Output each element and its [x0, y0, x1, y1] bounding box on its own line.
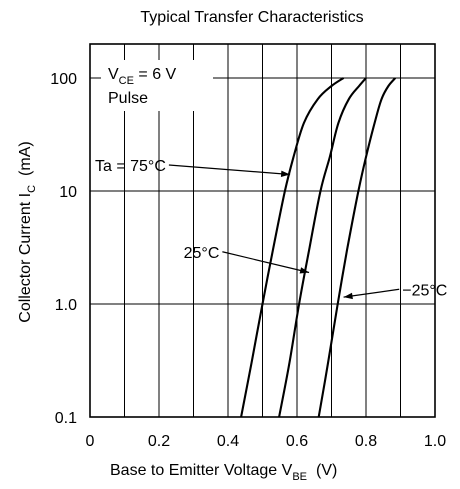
curve-group [240, 77, 397, 418]
annotation-label-1: 25°C [184, 245, 220, 262]
x-tick-label-0: 0 [86, 433, 95, 450]
vce-condition: VCE = 6 V [108, 66, 177, 87]
y-tick-label-1: 1.0 [55, 297, 77, 314]
curve-series-1 [278, 77, 367, 418]
condition-label: VCE = 6 V Pulse [101, 60, 213, 111]
x-axis-label: Base to Emitter Voltage VBE (V) [110, 462, 337, 483]
chart-title: Typical Transfer Characteristics [140, 9, 363, 26]
x-tick-label-5: 1.0 [424, 433, 446, 450]
annotation-arrowhead-2 [343, 292, 353, 300]
x-tick-label-4: 0.8 [355, 433, 377, 450]
tick-labels: 0 0.2 0.4 0.6 0.8 1.0 0.1 1.0 10 100 [50, 71, 446, 450]
x-axis-label-main: Base to Emitter Voltage V [110, 462, 293, 479]
annotation-arrowhead-1 [299, 267, 310, 274]
annotation-arrow-line-0 [168, 164, 291, 176]
x-tick-label-1: 0.2 [148, 433, 170, 450]
x-axis-label-unit: (V) [316, 462, 337, 479]
curve-series-0 [240, 77, 345, 418]
annotation-label-2: −25°C [402, 282, 447, 299]
annotation-arrow-line-2 [343, 288, 400, 298]
plot-frame [89, 43, 436, 418]
vce-subscript: CE [119, 75, 134, 87]
y-axis-label: Collector Current IC (mA) [17, 141, 38, 322]
annotation-group: Ta = 75°C 25°C −25°C [95, 158, 447, 299]
y-axis-label-unit: (mA) [17, 141, 34, 176]
curve-series-2 [317, 77, 397, 418]
annotation-label-0: Ta = 75°C [95, 158, 166, 175]
condition-label-background [101, 60, 213, 111]
x-axis-label-subscript: BE [292, 471, 307, 483]
y-axis-label-main: Collector Current I [17, 193, 34, 323]
x-tick-label-3: 0.6 [286, 433, 308, 450]
y-tick-label-3: 100 [50, 71, 77, 88]
annotation-arrow-line-1 [222, 251, 310, 274]
vce-value: = 6 V [134, 66, 177, 83]
y-axis-label-subscript: C [26, 185, 38, 193]
x-tick-label-2: 0.4 [217, 433, 239, 450]
annotation-arrowhead-0 [280, 170, 291, 177]
y-tick-label-2: 10 [59, 184, 77, 201]
vce-prefix: V [108, 66, 119, 83]
y-tick-label-0: 0.1 [55, 410, 77, 427]
pulse-condition: Pulse [108, 90, 148, 107]
